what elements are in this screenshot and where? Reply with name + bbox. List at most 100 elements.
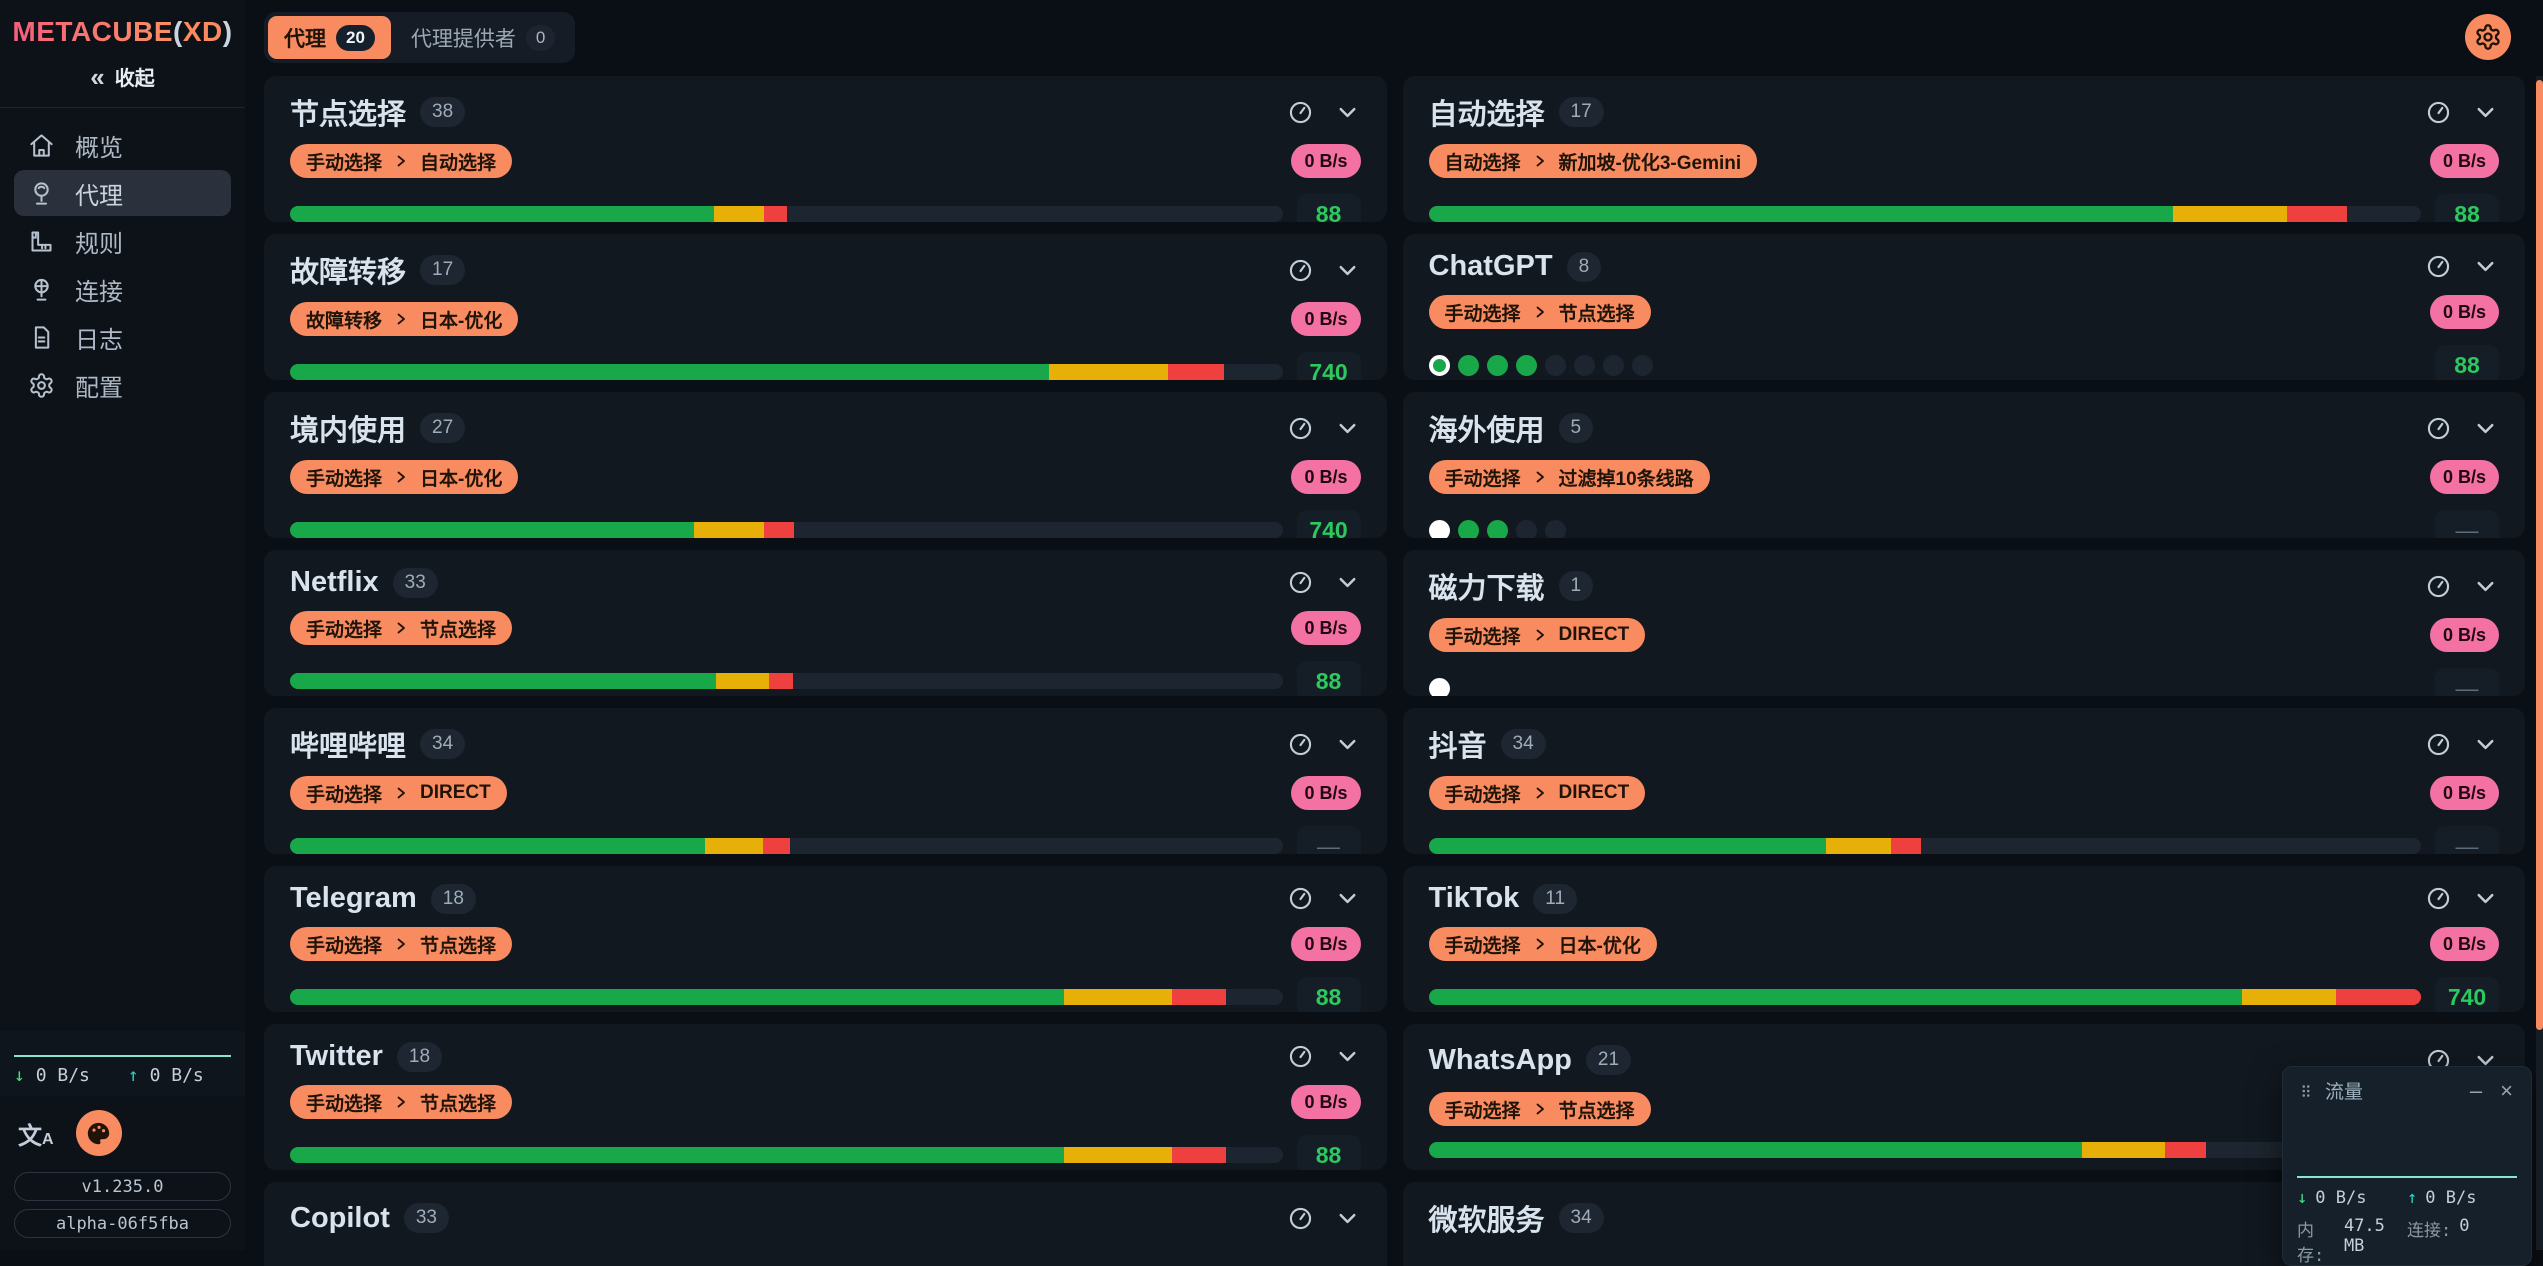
latency-test-button[interactable] (1287, 99, 1314, 126)
latency-test-button[interactable] (1287, 731, 1314, 758)
close-icon[interactable]: × (2496, 1081, 2517, 1101)
proxy-group-card[interactable]: 磁力下载 1 手动选择 DIRECT 0 B/s — (1403, 550, 2526, 696)
latency-distribution-bar (1429, 206, 2422, 222)
scrollbar-track[interactable] (2536, 76, 2543, 1250)
sidebar-collapse-button[interactable]: « 收起 (0, 48, 245, 107)
minimize-icon[interactable]: – (2466, 1081, 2486, 1101)
expand-collapse-button[interactable] (2472, 885, 2499, 912)
latency-test-button[interactable] (1287, 885, 1314, 912)
selected-node-label: 日本-优化 (1559, 931, 1641, 958)
node-dot[interactable] (1458, 355, 1479, 376)
expand-collapse-button[interactable] (1334, 415, 1361, 442)
node-dot[interactable] (1632, 355, 1653, 376)
sidebar-item-logs[interactable]: 日志 (14, 314, 231, 360)
latency-test-gauge-icon (2425, 253, 2452, 280)
latency-test-button[interactable] (2425, 731, 2452, 758)
expand-collapse-button[interactable] (2472, 573, 2499, 600)
group-count-badge: 21 (1586, 1045, 1631, 1075)
latency-test-button[interactable] (2425, 573, 2452, 600)
sidebar-item-overview[interactable]: 概览 (14, 122, 231, 168)
sidebar-item-rules[interactable]: 规则 (14, 218, 231, 264)
theme-palette-button[interactable] (76, 1110, 122, 1156)
expand-collapse-button[interactable] (1334, 885, 1361, 912)
proxy-group-card[interactable]: 节点选择 38 手动选择 自动选择 0 B/s (264, 76, 1387, 222)
group-type-label: 手动选择 (306, 1089, 382, 1116)
group-count-badge: 17 (1559, 97, 1604, 127)
collapse-label: 收起 (115, 62, 155, 91)
expand-collapse-button[interactable] (1334, 1205, 1361, 1232)
latency-distribution-bar (290, 206, 1283, 222)
node-dot[interactable] (1603, 355, 1624, 376)
node-dot[interactable] (1516, 520, 1537, 539)
proxy-group-card[interactable]: 海外使用 5 手动选择 过滤掉10条线路 0 B/s — (1403, 392, 2526, 538)
proxy-settings-button[interactable] (2465, 14, 2511, 60)
proxy-group-card[interactable]: 境内使用 27 手动选择 日本-优化 0 B/s (264, 392, 1387, 538)
selected-node-badge: 手动选择 节点选择 (1429, 1092, 1651, 1126)
expand-collapse-button[interactable] (1334, 1043, 1361, 1070)
traffic-panel: 流量 – × ↓0 B/s ↑0 B/s 内存:47.5 MB 连接:0 (2282, 1066, 2532, 1266)
latency-test-button[interactable] (2425, 253, 2452, 280)
expand-collapse-button[interactable] (2472, 731, 2499, 758)
group-title: 节点选择 (290, 91, 406, 133)
expand-collapse-button[interactable] (2472, 99, 2499, 126)
sidebar-item-connections[interactable]: 连接 (14, 266, 231, 312)
proxy-group-card[interactable]: 哔哩哔哩 34 手动选择 DIRECT 0 B/s (264, 708, 1387, 854)
node-dot[interactable] (1429, 678, 1450, 697)
node-dot[interactable] (1574, 355, 1595, 376)
traffic-chart-baseline (14, 1031, 231, 1057)
sidebar-item-proxies[interactable]: 代理 (14, 170, 231, 216)
expand-collapse-button[interactable] (1334, 99, 1361, 126)
speed-badge: 0 B/s (1291, 1085, 1360, 1119)
node-dot[interactable] (1545, 520, 1566, 539)
proxy-group-card[interactable]: TikTok 11 手动选择 日本-优化 0 B/s (1403, 866, 2526, 1012)
proxy-group-card[interactable]: Telegram 18 手动选择 节点选择 0 B/s (264, 866, 1387, 1012)
download-speed: ↓ 0 B/s (14, 1065, 90, 1086)
selected-node-label: 日本-优化 (420, 306, 502, 333)
expand-collapse-button[interactable] (1334, 569, 1361, 596)
proxy-group-card[interactable]: ChatGPT 8 手动选择 节点选择 0 B/s 88 (1403, 234, 2526, 380)
panel-download-speed: ↓0 B/s (2297, 1188, 2407, 1208)
version-badge[interactable]: v1.235.0 (14, 1172, 231, 1201)
drag-handle-icon[interactable] (2297, 1082, 2315, 1100)
node-dot[interactable] (1487, 520, 1508, 539)
node-dot[interactable] (1516, 355, 1537, 376)
expand-collapse-button[interactable] (1334, 257, 1361, 284)
latency-test-button[interactable] (2425, 885, 2452, 912)
expand-collapse-button[interactable] (1334, 731, 1361, 758)
proxy-group-card[interactable]: Netflix 33 手动选择 节点选择 0 B/s (264, 550, 1387, 696)
node-dot[interactable] (1545, 355, 1566, 376)
proxy-group-card[interactable]: Twitter 18 手动选择 节点选择 0 B/s (264, 1024, 1387, 1170)
tab-proxies[interactable]: 代理 20 (268, 16, 391, 59)
latency-test-button[interactable] (1287, 569, 1314, 596)
proxy-group-card[interactable]: 抖音 34 手动选择 DIRECT 0 B/s (1403, 708, 2526, 854)
expand-collapse-button[interactable] (2472, 415, 2499, 442)
proxy-group-card[interactable]: 自动选择 17 自动选择 新加坡-优化3-Gemini 0 B/s (1403, 76, 2526, 222)
latency-test-button[interactable] (2425, 415, 2452, 442)
latency-test-button[interactable] (1287, 1043, 1314, 1070)
sidebar-item-config[interactable]: 配置 (14, 362, 231, 408)
latency-test-button[interactable] (1287, 1205, 1314, 1232)
proxy-group-card[interactable]: Copilot 33 (264, 1182, 1387, 1266)
latency-test-button[interactable] (1287, 257, 1314, 284)
build-badge[interactable]: alpha-06f5fba (14, 1209, 231, 1238)
latency-test-gauge-icon (1287, 569, 1314, 596)
group-count-badge: 34 (420, 729, 465, 759)
latency-test-button[interactable] (1287, 415, 1314, 442)
tab-proxy-providers[interactable]: 代理提供者 0 (395, 16, 571, 59)
node-status-dots (1429, 678, 2422, 697)
node-dot[interactable] (1429, 355, 1450, 376)
language-icon[interactable]: 文A (18, 1116, 54, 1151)
node-dot[interactable] (1458, 520, 1479, 539)
expand-collapse-button[interactable] (2472, 253, 2499, 280)
node-dot[interactable] (1429, 520, 1450, 539)
proxy-group-card[interactable]: 故障转移 17 故障转移 日本-优化 0 B/s (264, 234, 1387, 380)
group-count-badge: 33 (393, 568, 438, 598)
group-count-badge: 1 (1559, 571, 1594, 601)
logs-icon (28, 324, 55, 351)
group-title: 自动选择 (1429, 91, 1545, 133)
scrollbar-thumb[interactable] (2536, 80, 2543, 1030)
latency-test-button[interactable] (2425, 99, 2452, 126)
group-type-label: 故障转移 (306, 306, 382, 333)
chevron-down-icon (1334, 569, 1361, 596)
node-dot[interactable] (1487, 355, 1508, 376)
